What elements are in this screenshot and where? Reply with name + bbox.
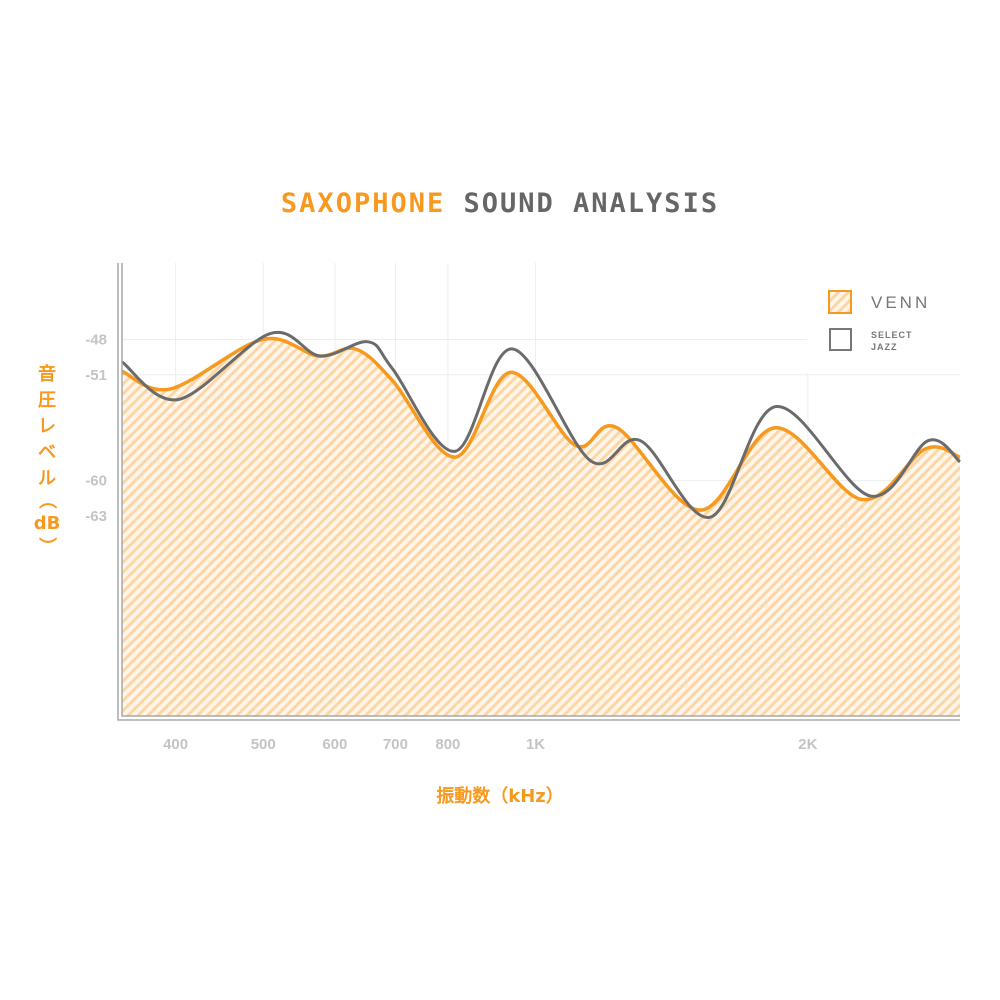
- y-tick-label: -51: [85, 367, 107, 384]
- y-tick-label: -63: [85, 508, 107, 525]
- venn-line: [121, 336, 961, 512]
- legend: VENN SELECT JAZZ: [807, 263, 960, 373]
- x-tick-label: 700: [383, 736, 408, 753]
- axis-inner: [121, 263, 960, 717]
- x-tick-label: 500: [251, 736, 276, 753]
- y-axis-title-char: ル: [38, 468, 56, 489]
- x-tick-label: 2K: [798, 736, 817, 753]
- y-axis-title-char: 圧: [38, 390, 56, 411]
- title-highlight: SAXOPHONE: [280, 188, 446, 219]
- venn-area: [122, 338, 960, 716]
- y-axis-title-char: dB: [34, 513, 61, 534]
- legend-box: [807, 263, 960, 373]
- title-rest: SOUND ANALYSIS: [463, 188, 720, 219]
- tick-labels: 400 500 600 700 800 1K 2K -48 -51 -60 -63: [85, 331, 817, 753]
- axes: [117, 263, 960, 721]
- axis-outer: [117, 263, 960, 721]
- select-jazz-line: [121, 330, 962, 519]
- legend-swatch-select-jazz: [829, 328, 852, 351]
- y-tick-label: -48: [85, 331, 107, 348]
- legend-label-venn: VENN: [871, 293, 930, 312]
- x-axis-title: 振動数（kHz）: [436, 785, 564, 807]
- y-tick-label: -60: [85, 473, 107, 490]
- chart-title: SAXOPHONE SOUND ANALYSIS: [0, 188, 1000, 219]
- legend-label-select-jazz-1: SELECT: [871, 330, 913, 340]
- y-axis-title-char: ）: [36, 537, 57, 555]
- x-tick-label: 600: [322, 736, 347, 753]
- y-axis-title-char: 音: [38, 363, 56, 385]
- y-axis-title-char: （: [36, 491, 57, 509]
- legend-swatch-venn: [828, 290, 852, 314]
- y-axis-title-char: レ: [38, 416, 56, 437]
- x-tick-label: 800: [435, 736, 460, 753]
- y-axis-title-char: ベ: [38, 442, 56, 463]
- x-tick-label: 400: [163, 736, 188, 753]
- x-tick-label: 1K: [526, 736, 545, 753]
- legend-label-select-jazz-2: JAZZ: [871, 342, 898, 352]
